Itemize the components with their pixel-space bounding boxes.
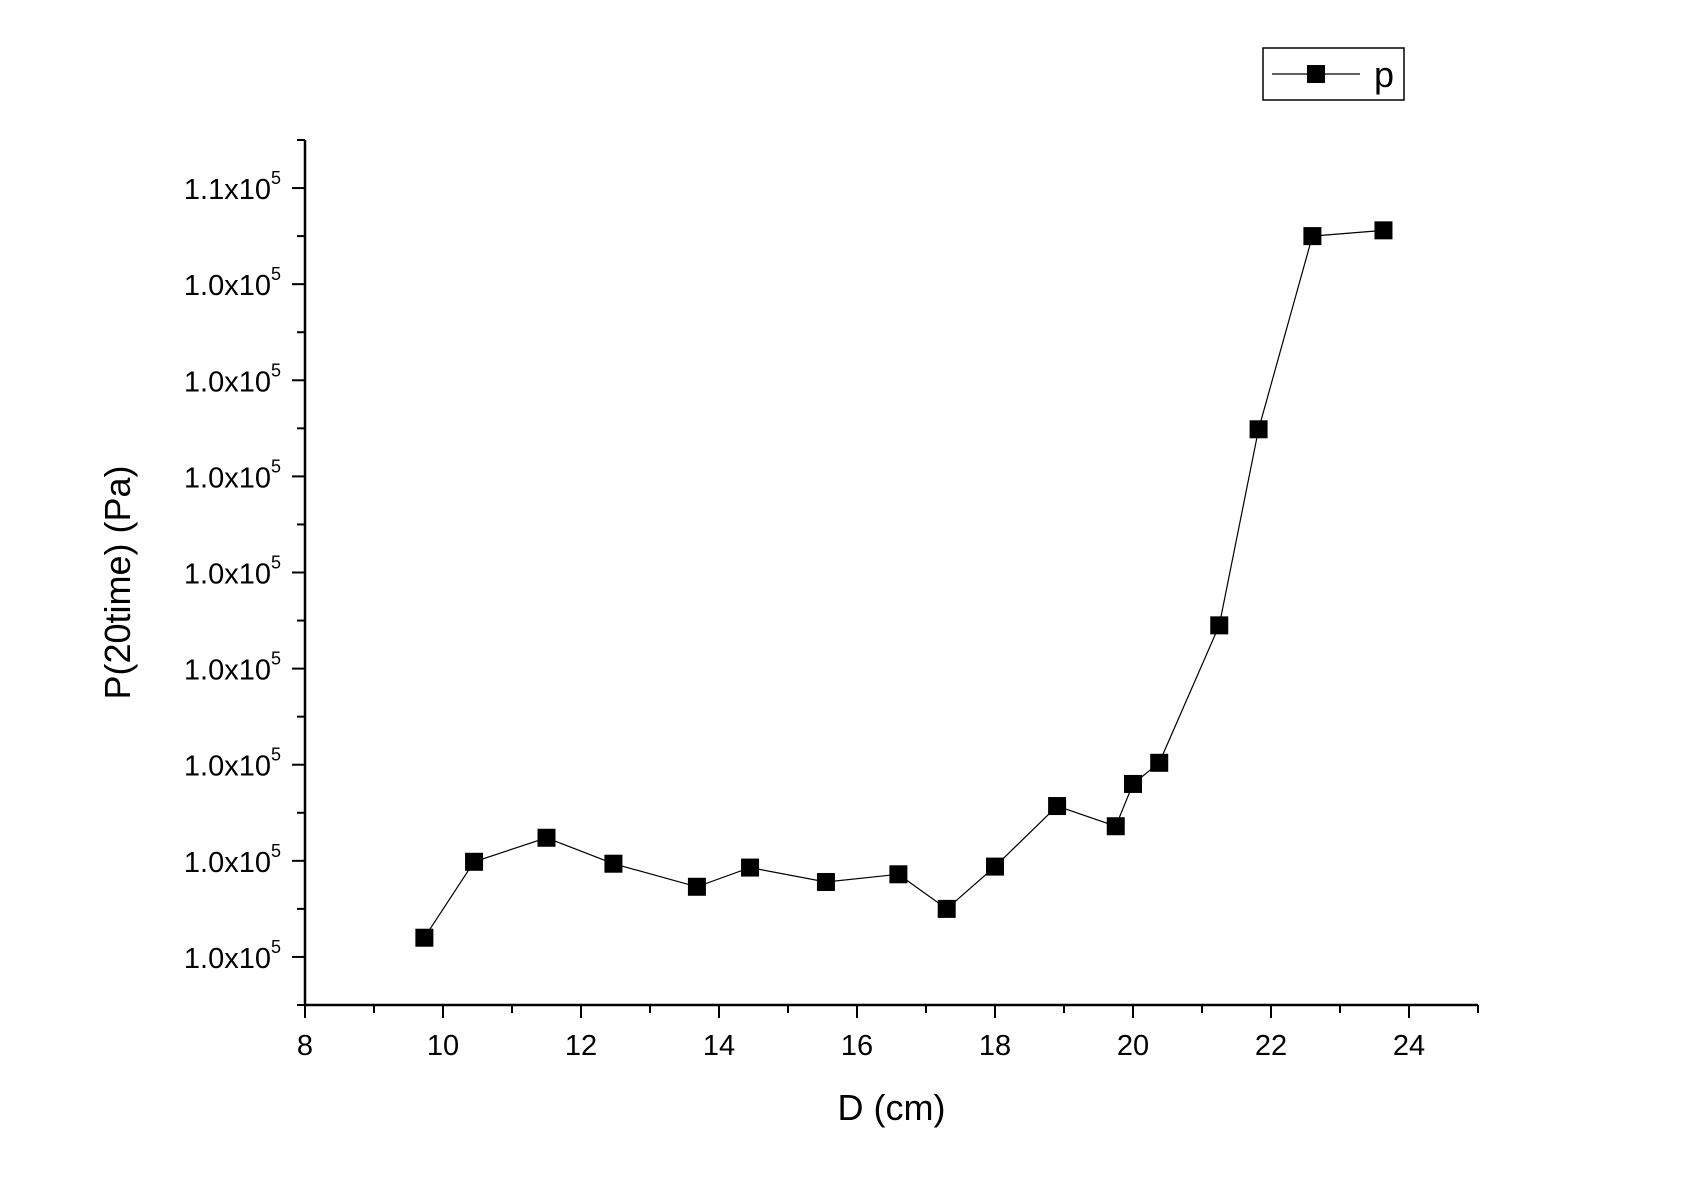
y-tick-mantissa: 1.0x10 (184, 943, 271, 975)
x-tick-label: 14 (703, 1030, 735, 1062)
y-tick-label: 1.0x105 (184, 937, 281, 975)
x-axis-ticks: 8 10 12 14 16 18 20 22 24 (297, 1005, 1479, 1062)
data-point (889, 865, 908, 884)
x-tick-label: 12 (565, 1030, 597, 1062)
legend: p (1262, 47, 1405, 101)
x-tick-label: 20 (1117, 1030, 1149, 1062)
y-tick-label: 1.0x105 (184, 745, 281, 783)
data-point (1048, 797, 1067, 816)
data-point (1106, 817, 1125, 836)
data-point (537, 828, 556, 847)
series-line (423, 229, 1384, 939)
x-tick-label: 24 (1393, 1030, 1425, 1062)
data-point (937, 899, 956, 918)
y-tick-exponent: 5 (271, 168, 281, 188)
data-point (1210, 616, 1229, 635)
x-tick-label: 10 (427, 1030, 459, 1062)
y-tick-mantissa: 1.0x10 (184, 847, 271, 879)
y-tick-mantissa: 1.1x10 (184, 174, 271, 206)
y-tick-exponent: 5 (271, 745, 281, 765)
x-tick-label: 16 (841, 1030, 873, 1062)
data-point (1374, 221, 1393, 240)
x-tick-label: 22 (1255, 1030, 1287, 1062)
y-tick-label: 1.1x105 (184, 168, 281, 206)
y-tick-exponent: 5 (271, 553, 281, 573)
x-tick-label: 8 (297, 1030, 313, 1062)
data-point (1303, 227, 1322, 246)
data-point (816, 872, 835, 891)
data-point (687, 877, 706, 896)
y-tick-mantissa: 1.0x10 (184, 559, 271, 591)
data-point (415, 928, 434, 947)
data-point (465, 852, 484, 871)
x-tick-label: 18 (979, 1030, 1011, 1062)
y-tick-label: 1.0x105 (184, 553, 281, 591)
y-tick-label: 1.0x105 (184, 649, 281, 687)
y-tick-exponent: 5 (271, 264, 281, 284)
x-axis-title: D (cm) (838, 1087, 946, 1128)
y-tick-exponent: 5 (271, 937, 281, 957)
y-axis-ticks: 1.0x1051.0x1051.0x1051.0x1051.0x1051.0x1… (184, 139, 305, 1006)
y-tick-mantissa: 1.0x10 (184, 462, 271, 494)
y-tick-mantissa: 1.0x10 (184, 366, 271, 398)
y-tick-exponent: 5 (271, 360, 281, 380)
series-group (415, 221, 1393, 947)
y-tick-label: 1.0x105 (184, 456, 281, 494)
legend-marker-sample (1307, 65, 1325, 83)
y-tick-label: 1.0x105 (184, 264, 281, 302)
y-tick-exponent: 5 (271, 841, 281, 861)
data-point (1150, 753, 1169, 772)
y-tick-mantissa: 1.0x10 (184, 270, 271, 302)
y-tick-exponent: 5 (271, 649, 281, 669)
data-point (1124, 774, 1142, 793)
y-tick-mantissa: 1.0x10 (184, 655, 271, 687)
y-tick-exponent: 5 (271, 456, 281, 476)
data-point (741, 858, 760, 877)
y-tick-label: 1.0x105 (184, 360, 281, 398)
data-point (604, 854, 623, 873)
data-point (1249, 420, 1268, 439)
data-point (986, 857, 1004, 876)
y-tick-mantissa: 1.0x10 (184, 751, 271, 783)
y-tick-label: 1.0x105 (184, 841, 281, 879)
plot-area: 8 10 12 14 16 18 20 22 24 1.0x1051.0x1051.0x1051… (184, 139, 1479, 1062)
y-axis-title: P(20time) (Pa) (97, 465, 138, 699)
legend-label: p (1374, 54, 1394, 95)
